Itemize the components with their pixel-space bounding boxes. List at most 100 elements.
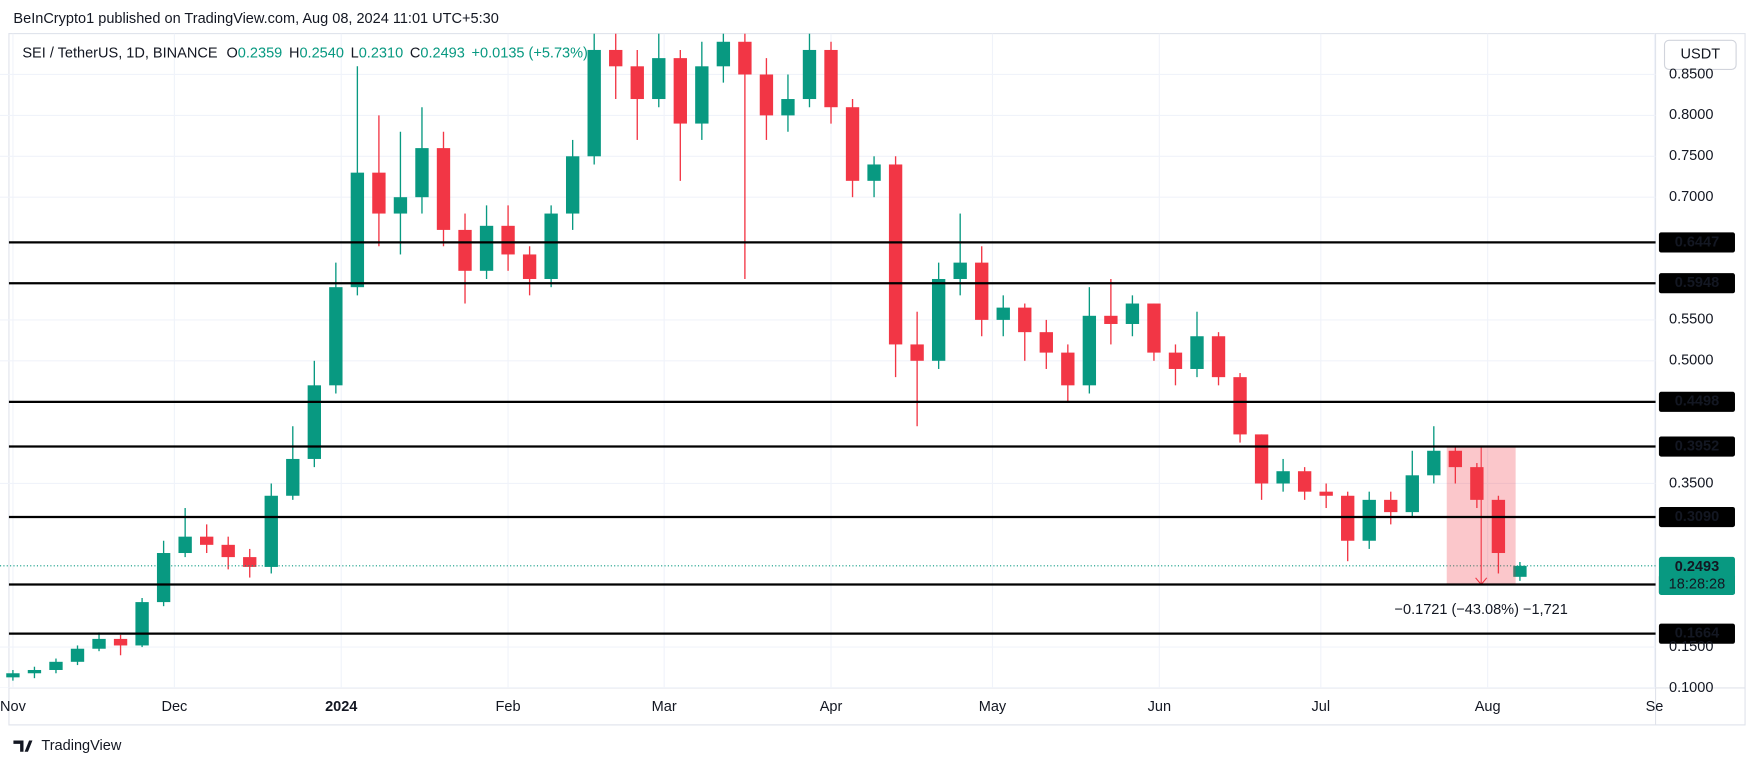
level-badge	[1658, 506, 1735, 528]
chart-frame	[8, 33, 1746, 726]
candle-body	[1104, 315, 1118, 324]
level-label: 0.3090	[1675, 509, 1719, 525]
candle-body	[609, 49, 623, 67]
candle-body	[436, 148, 451, 230]
brand: TradingView	[41, 738, 121, 754]
candle-body	[996, 307, 1010, 320]
last-price-badge	[1658, 556, 1735, 595]
candle-body	[1233, 377, 1247, 435]
candle-body	[1254, 434, 1269, 484]
candle-body	[845, 107, 860, 181]
candle-body	[415, 148, 429, 198]
candle-body	[200, 536, 214, 545]
x-tick-label: Aug	[1475, 699, 1501, 715]
candle-body	[1405, 475, 1419, 513]
change: +0.0135 (+5.73%)	[472, 46, 588, 62]
candle-body	[1168, 352, 1183, 369]
candle-body	[931, 278, 946, 361]
candle-body	[372, 172, 386, 214]
y-tick-label: 0.8500	[1669, 66, 1713, 82]
x-tick-label: Mar	[652, 699, 677, 715]
publisher: BeInCrypto1 published on TradingView.com…	[13, 11, 498, 27]
candle-body	[867, 164, 881, 181]
ohlc-name: C	[410, 46, 421, 62]
candle-body	[1513, 565, 1527, 577]
candle-body	[1341, 495, 1355, 541]
y-tick-label: 0.8000	[1669, 107, 1713, 123]
ohlc-name: O	[226, 46, 237, 62]
candle-body	[1427, 450, 1441, 476]
x-tick-label: Jul	[1312, 699, 1331, 715]
candle-body	[350, 172, 365, 288]
candle-body	[759, 74, 774, 116]
candle-body	[329, 287, 343, 386]
candle-body	[1491, 499, 1506, 554]
candle-body	[1211, 336, 1226, 378]
candle-body	[458, 229, 472, 271]
last-price-label: 0.2493	[1675, 559, 1719, 575]
candle-body	[1125, 303, 1140, 324]
x-tick-label: Apr	[820, 699, 843, 715]
candle-body	[1297, 471, 1312, 492]
candle-body	[27, 669, 42, 674]
ohlc-name: H	[289, 46, 300, 62]
candle-body	[156, 553, 171, 603]
candle-body	[243, 557, 257, 567]
candle-body	[479, 225, 494, 271]
level-label: 0.3952	[1675, 438, 1719, 454]
level-label: 0.1664	[1675, 626, 1719, 642]
candle-body	[135, 602, 149, 646]
candle-body	[975, 262, 989, 320]
x-tick-label: Se	[1646, 699, 1664, 715]
y-tick-label: 0.1500	[1669, 639, 1713, 655]
candle-body	[716, 41, 731, 67]
currency-button[interactable]	[1663, 39, 1737, 70]
level-badge	[1658, 391, 1735, 412]
currency-label[interactable]: USDT	[1681, 47, 1721, 63]
candle-body	[501, 225, 515, 255]
candle-body	[587, 49, 601, 157]
candle-body	[738, 41, 752, 75]
candle-body	[49, 661, 63, 670]
candle-body	[307, 385, 321, 459]
x-tick-label: 2024	[325, 699, 357, 715]
brand-logo	[13, 740, 33, 752]
symbol-legend: SEI / TetherUS, 1D, BINANCE O0.2359 H0.254…	[22, 46, 588, 62]
candle-body	[178, 536, 192, 554]
x-tick-label: Feb	[496, 699, 521, 715]
candle-body	[1190, 336, 1204, 369]
candle-body	[1082, 315, 1097, 386]
candle-body	[1061, 352, 1075, 386]
y-tick-label: 0.7500	[1669, 148, 1713, 164]
level-label: 0.6447	[1675, 234, 1719, 250]
level-label: 0.5948	[1675, 275, 1719, 291]
candle-body	[673, 58, 687, 124]
candle-body	[1018, 307, 1032, 333]
level-badge	[1658, 273, 1735, 294]
x-tick-label: May	[979, 699, 1007, 715]
candle-body	[652, 58, 666, 100]
y-tick-label: 0.3500	[1669, 475, 1713, 491]
candle-body	[113, 638, 128, 646]
candle-body	[1276, 471, 1290, 484]
y-tick-label: 0.1000	[1669, 680, 1713, 696]
level-badge	[1658, 232, 1735, 253]
symbol: SEI / TetherUS, 1D, BINANCE	[22, 46, 217, 62]
candle-body	[1147, 303, 1161, 353]
candle-body	[221, 544, 235, 558]
ohlc-value: 0.2359	[238, 46, 282, 62]
candle-body	[544, 213, 558, 279]
countdown: 18:28:28	[1669, 577, 1726, 593]
ohlc-value: 0.2540	[299, 46, 343, 62]
x-tick-label: Jun	[1148, 699, 1171, 715]
y-tick-label: 0.5000	[1669, 353, 1713, 369]
candle-body	[6, 673, 20, 678]
candle-body	[1319, 491, 1333, 496]
candle-body	[802, 49, 817, 100]
y-tick-label: 0.7000	[1669, 189, 1713, 205]
candle-body	[1448, 450, 1463, 468]
candle-body	[264, 495, 278, 567]
ohlc-value: 0.2493	[420, 46, 464, 62]
